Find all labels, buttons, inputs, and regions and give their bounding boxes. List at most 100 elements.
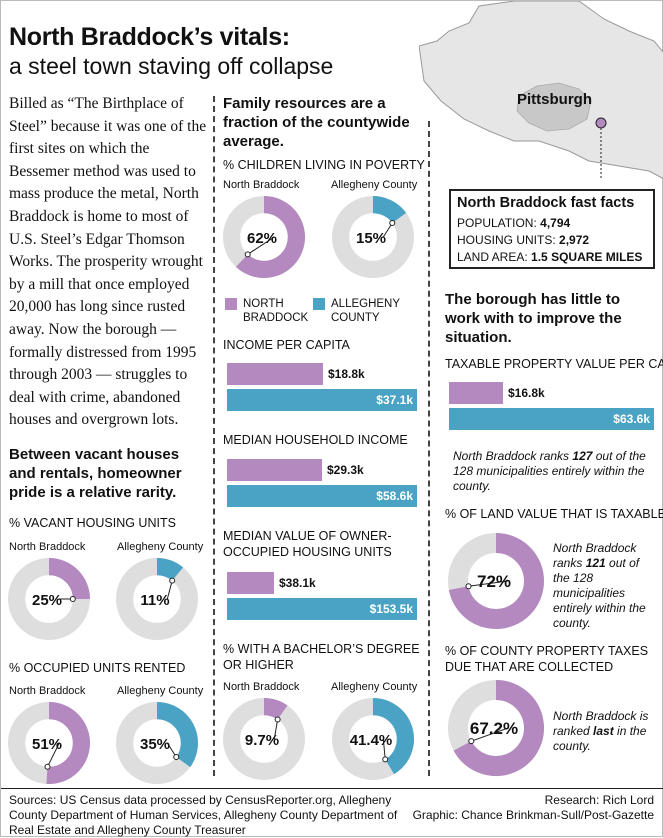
rented-nb-leader [47,742,60,767]
owner-value-bar-nb [227,572,274,594]
income-bar-nb [227,363,323,385]
vacant-ac-arc [156,558,184,582]
owner-value-bar-label-nb: $38.1k [279,576,316,590]
collected-title: % OF COUNTY PROPERTY TAXES DUE THAT ARE … [445,644,649,674]
land-donut: 72% [448,533,544,629]
rank-taxes-note: North Braddock is ranked last in the cou… [553,709,649,753]
income-title: INCOME PER CAPITA [223,338,350,352]
bachelor-nb-leader [273,719,279,740]
bachelor-ac-arc [372,698,414,775]
county-map [419,1,663,179]
rented-nb-donut: 51% [7,701,91,785]
graphic-credit: Graphic: Chance Brinkman-Sull/Post-Gazet… [412,808,654,822]
fact-population: POPULATION: 4,794 [457,216,571,230]
fast-facts-box: North Braddock fast facts POPULATION: 4,… [449,189,655,269]
household-bar-label-ac: $58.6k [376,489,413,503]
vacant-ac-label: Allegheny County [117,541,204,553]
vacant-ac-leader-dot [169,577,176,584]
vacant-title: % VACANT HOUSING UNITS [9,516,176,530]
rented-ac-arc [156,702,198,768]
poverty-nb-leader [247,236,275,255]
poverty-ac-arc [372,196,407,224]
household-bar-label-nb: $29.3k [327,463,364,477]
research-credit: Research: Rich Lord [544,793,654,807]
household-bars: $29.3k $58.6k [227,459,417,514]
poverty-nb-arc [235,196,305,278]
land-arc [448,533,544,629]
rented-ac-donut: 35% [115,701,199,785]
rented-nb-leader-dot [44,763,51,770]
land-value-label: 72% [477,572,511,591]
column-divider-1 [213,96,215,776]
section-family-heading: Family resources are a fraction of the c… [223,95,410,150]
bachelor-ac-value-label: 41.4% [350,732,393,749]
land-title: % OF LAND VALUE THAT IS TAXABLE [445,507,663,521]
bachelor-nb-arc [263,698,288,720]
taxable-bar-ac [449,408,654,430]
rank-taxable-note: North Braddock ranks 127 out of the 128 … [453,449,646,493]
poverty-title: % CHILDREN LIVING IN POVERTY [223,158,425,172]
poverty-nb-donut: 62% [222,195,306,279]
poverty-nb-leader-dot [244,251,251,258]
vacant-nb-value-label: 25% [32,592,62,609]
poverty-nb-value-label: 62% [247,230,277,247]
household-title: MEDIAN HOUSEHOLD INCOME [223,433,408,447]
north-braddock-marker [595,117,607,129]
fact-housing: HOUSING UNITS: 2,972 [457,233,590,247]
rented-nb-value-label: 51% [32,736,62,753]
section-housing-heading: Between vacant houses and rentals, homeo… [9,446,182,501]
collected-leader-dot [468,738,475,745]
bachelor-nb-value-label: 9.7% [245,732,279,749]
pittsburgh-shape [516,82,592,132]
collected-leader [471,727,509,742]
credits: Research: Rich Lord Graphic: Chance Brin… [413,793,654,823]
fast-facts-title: North Braddock fast facts [457,195,635,211]
legend-label-ac: ALLEGHENY COUNTY [331,298,400,324]
bachelor-nb-leader-dot [274,716,281,723]
taxable-bar-label-nb: $16.8k [508,386,545,400]
page-title: North Braddock’s vitals: [9,23,290,51]
footer-rule [1,788,663,789]
intro-text: Billed as “The Birthplace of Steel” beca… [9,95,207,429]
owner-value-bar-ac [227,598,417,620]
page-subtitle: a steel town staving off collapse [9,53,334,79]
poverty-ac-leader-dot [389,220,396,227]
bachelor-nb-donut: 9.7% [222,697,306,781]
legend-swatch-nb [225,298,237,310]
household-bar-ac [227,485,417,507]
bachelor-ac-leader [382,738,386,760]
map-label-pittsburgh: Pittsburgh [517,91,592,108]
income-bar-ac [227,389,417,411]
vacant-ac-value-label: 11% [140,592,169,609]
land-leader [468,580,509,587]
legend-label-nb: NORTH BRADDOCK [243,298,309,324]
section-borough-heading: The borough has little to work with to i… [445,291,622,346]
poverty-nb-label: North Braddock [223,179,300,191]
taxable-bars: $16.8k $63.6k [449,382,654,437]
sources-text: Sources: US Census data processed by Cen… [9,793,398,837]
rented-ac-label: Allegheny County [117,685,204,697]
taxable-bar-label-ac: $63.6k [613,412,650,426]
vacant-nb-label: North Braddock [9,541,86,553]
rented-title: % OCCUPIED UNITS RENTED [9,661,186,675]
bachelor-ac-donut: 41.4% [331,697,415,781]
bachelor-nb-track [222,697,306,781]
taxable-bar-nb [449,382,503,404]
income-bar-label-ac: $37.1k [376,393,413,407]
rented-nb-label: North Braddock [9,685,86,697]
income-bar-label-nb: $18.8k [328,367,365,381]
poverty-ac-label: Allegheny County [331,179,418,191]
vacant-nb-arc [48,558,90,600]
column-divider-2 [428,121,430,776]
bachelor-title: % WITH A BACHELOR’S DEGREE OR HIGHER [223,642,420,672]
bachelor-ac-label: Allegheny County [331,681,418,693]
owner-value-title: MEDIAN VALUE OF OWNER-OCCUPIED HOUSING U… [223,529,392,559]
poverty-ac-value-label: 15% [356,230,386,247]
collected-arc [453,680,544,776]
owner-value-bar-label-ac: $153.5k [369,602,413,616]
bachelor-ac-leader-dot [382,756,389,763]
income-bars: $18.8k $37.1k [227,363,417,418]
poverty-ac-donut: 15% [331,195,415,279]
land-leader-dot [465,583,472,590]
